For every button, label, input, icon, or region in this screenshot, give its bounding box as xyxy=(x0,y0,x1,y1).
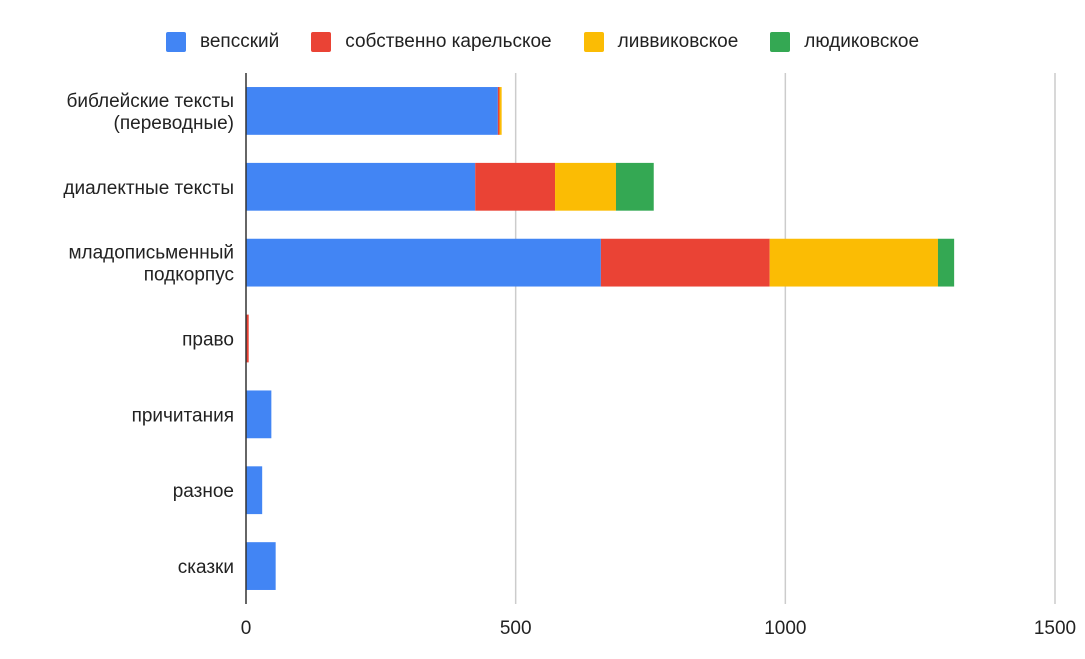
category-label-1: диалектные тексты xyxy=(63,178,234,199)
legend-swatch-0 xyxy=(165,32,186,52)
legend-item-2: ливвиковское xyxy=(583,31,739,53)
legend-label-2: ливвиковское xyxy=(617,31,739,52)
category-label-0: библейские тексты (переводные) xyxy=(66,91,234,134)
legend-swatch-2 xyxy=(583,32,604,52)
legend-item-3: людиковское xyxy=(770,31,919,53)
bar-вепсский-0 xyxy=(246,87,498,135)
bar-вепсский-5 xyxy=(246,466,263,515)
bar-вепсский-1 xyxy=(246,162,476,211)
bar-ливвиковское-0 xyxy=(499,87,502,135)
category-label-4: причитания xyxy=(132,405,234,426)
bar-ливвиковское-2 xyxy=(769,238,938,287)
bar-людиковское-2 xyxy=(937,238,955,287)
category-label-3: право xyxy=(182,330,234,351)
legend-item-1: собственно карельское xyxy=(311,31,552,53)
bar-вепсский-6 xyxy=(246,542,276,590)
bar-собственно-карельское-0 xyxy=(497,87,500,135)
category-label-6: сказки xyxy=(178,557,234,578)
category-label-5: разное xyxy=(173,481,234,502)
bar-людиковское-1 xyxy=(615,162,654,211)
bar-собственно-карельское-3 xyxy=(246,314,249,363)
bar-собственно-карельское-1 xyxy=(475,162,556,211)
x-tick-label-3: 1500 xyxy=(1034,618,1076,639)
bar-ливвиковское-1 xyxy=(555,162,616,211)
x-tick-label-1: 500 xyxy=(500,618,532,639)
legend: вепсский собственно карельское ливвиковско… xyxy=(0,28,1085,56)
legend-swatch-1 xyxy=(311,32,332,52)
legend-item-0: вепсский xyxy=(165,31,280,53)
bar-вепсский-4 xyxy=(246,390,272,439)
legend-swatch-3 xyxy=(770,32,791,52)
bar-собственно-карельское-2 xyxy=(600,238,770,287)
legend-label-0: вепсский xyxy=(199,31,280,52)
bar-вепсский-2 xyxy=(246,238,601,287)
x-tick-label-2: 1000 xyxy=(764,618,806,639)
legend-label-1: собственно карельское xyxy=(345,31,552,52)
legend-label-3: людиковское xyxy=(804,31,920,52)
category-label-2: младописьменный подкорпус xyxy=(68,243,234,286)
x-tick-label-0: 0 xyxy=(241,618,252,639)
